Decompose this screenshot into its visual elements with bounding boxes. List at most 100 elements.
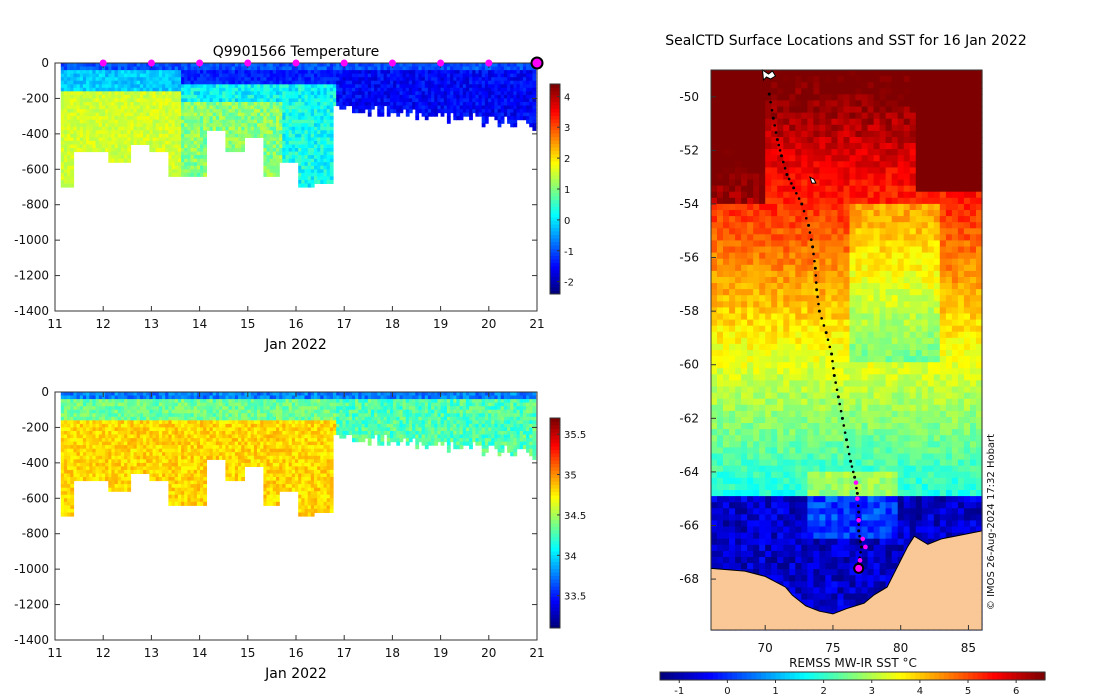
temp-cell xyxy=(446,70,451,75)
temp-cell xyxy=(307,123,312,128)
temp-cell xyxy=(177,80,182,85)
sal-cell xyxy=(181,473,185,478)
temp-cell xyxy=(421,91,426,96)
temp-cell xyxy=(522,105,527,110)
sal-cell xyxy=(111,392,116,397)
temp-cell xyxy=(263,105,268,110)
temp-cell xyxy=(146,105,150,110)
temp-cell xyxy=(181,77,185,82)
temp-cell xyxy=(304,70,309,75)
temp-cell xyxy=(358,105,363,110)
temp-cell xyxy=(70,84,75,89)
temp-cell xyxy=(519,112,524,117)
temp-cell xyxy=(158,123,163,128)
temp-cell xyxy=(206,66,211,71)
temp-cell xyxy=(222,126,226,131)
temp-cell xyxy=(181,162,185,167)
sal-cell xyxy=(92,395,97,400)
sal-cell xyxy=(76,431,81,436)
sal-cell xyxy=(79,413,84,418)
temp-cell xyxy=(446,119,451,124)
temp-cell xyxy=(399,87,404,92)
temp-cell xyxy=(494,80,499,85)
sal-cell xyxy=(200,466,204,471)
temp-cell xyxy=(510,98,514,103)
temp-cell xyxy=(196,133,201,138)
temp-cell xyxy=(60,116,65,121)
temp-cell xyxy=(329,172,334,177)
temp-cell xyxy=(200,126,204,131)
temp-cell xyxy=(108,73,113,78)
temp-cell xyxy=(70,66,75,71)
sal-cell xyxy=(108,445,113,450)
temp-cell xyxy=(272,98,277,103)
temp-cell xyxy=(203,148,207,153)
sal-cell xyxy=(200,413,204,418)
sal-cell xyxy=(196,409,201,414)
temp-cell xyxy=(285,123,290,128)
sal-cell xyxy=(105,420,109,425)
sal-cell xyxy=(111,480,116,485)
temp-cell xyxy=(158,137,163,142)
temp-cell xyxy=(399,91,404,96)
temp-cell xyxy=(279,137,283,142)
sal-cell xyxy=(114,466,119,471)
temp-cell xyxy=(317,137,321,142)
temp-cell xyxy=(86,130,90,135)
sal-cell xyxy=(108,395,113,400)
temp-cell xyxy=(114,77,119,82)
temp-cell xyxy=(86,137,90,142)
temp-cell xyxy=(481,123,486,128)
temp-cell xyxy=(323,98,328,103)
temp-cell xyxy=(136,94,141,99)
sal-cell xyxy=(174,466,179,471)
sal-cell xyxy=(67,452,71,457)
temp-cell xyxy=(101,130,106,135)
sal-cell xyxy=(60,477,65,482)
sal-cell xyxy=(222,416,226,421)
sal-cell xyxy=(133,466,138,471)
sal-cell xyxy=(60,402,65,407)
sal-cell xyxy=(193,494,198,499)
temp-cell xyxy=(377,63,382,68)
temp-cell xyxy=(181,63,185,68)
sal-cell xyxy=(231,445,236,450)
temp-cell xyxy=(415,102,420,107)
sal-cell xyxy=(212,445,217,450)
sal-cell xyxy=(60,406,65,411)
temp-cell xyxy=(427,91,432,96)
temp-cell xyxy=(73,98,78,103)
temp-cell xyxy=(82,98,87,103)
temp-cell xyxy=(412,80,416,85)
sal-cell xyxy=(120,445,125,450)
temp-cell xyxy=(317,84,321,89)
temp-cell xyxy=(503,66,508,71)
sal-cell xyxy=(136,420,141,425)
temp-cell xyxy=(298,105,302,110)
temp-cell xyxy=(326,80,331,85)
temp-cell xyxy=(241,112,245,117)
temp-cell xyxy=(348,66,353,71)
temp-cell xyxy=(215,105,220,110)
sal-cell xyxy=(187,413,192,418)
sal-cell xyxy=(79,406,84,411)
temp-cell xyxy=(177,91,182,96)
temp-cell xyxy=(92,109,97,114)
sal-cell xyxy=(92,427,97,432)
temp-cell xyxy=(114,84,119,89)
sal-cell xyxy=(234,459,239,464)
temp-cell xyxy=(203,73,207,78)
sal-cell xyxy=(133,427,138,432)
temp-cell xyxy=(329,91,334,96)
sal-cell xyxy=(73,455,78,460)
temp-cell xyxy=(105,123,109,128)
sal-cell xyxy=(174,455,179,460)
temp-cell xyxy=(98,91,103,96)
temp-cell xyxy=(209,63,214,68)
sal-cell xyxy=(238,438,242,443)
temp-cell xyxy=(73,126,78,131)
temp-cell xyxy=(130,116,135,121)
temp-cell xyxy=(168,80,173,85)
temp-colorbar-step xyxy=(550,262,560,267)
temp-cell xyxy=(329,77,334,82)
